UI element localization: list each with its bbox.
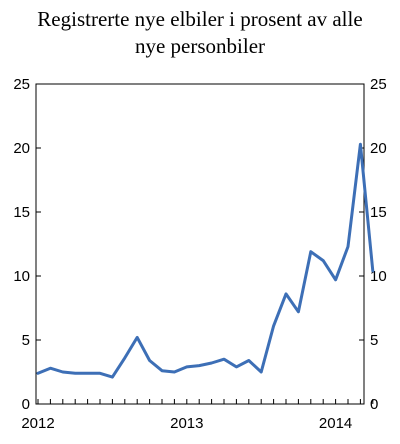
y-ticks: 0 0 5 5 10 10 15 15 20 20 25 25 [13,76,386,413]
y-tick-label-left: 0 [22,396,30,413]
y-tick-label-right: 0 [370,396,378,413]
y-tick-label-left: 5 [22,332,30,349]
chart-title: Registrerte nye elbiler i prosent av all… [0,6,400,60]
chart-title-line-1: Registrerte nye elbiler i prosent av all… [37,7,363,31]
x-ticks: 2012 2013 2014 [21,399,374,432]
plot-frame [35,83,365,405]
x-tick-label: 2012 [21,415,54,432]
chart-title-line-2: nye personbiler [134,34,266,58]
y-tick-label-left: 15 [13,204,30,221]
y-tick-label-left: 10 [13,268,30,285]
series-line [36,142,375,379]
y-tick-label-right: 15 [370,204,387,221]
y-tick-label-right: 10 [370,268,387,285]
x-tick-label: 2014 [319,415,352,432]
x-tick-label: 2013 [170,415,203,432]
y-tick-label-left: 20 [13,140,30,157]
y-tick-label-left: 25 [13,76,30,93]
y-tick-label-right: 25 [370,76,387,93]
y-tick-label-right: 5 [370,332,378,349]
y-tick-label-right: 20 [370,140,387,157]
series-group [36,142,375,379]
